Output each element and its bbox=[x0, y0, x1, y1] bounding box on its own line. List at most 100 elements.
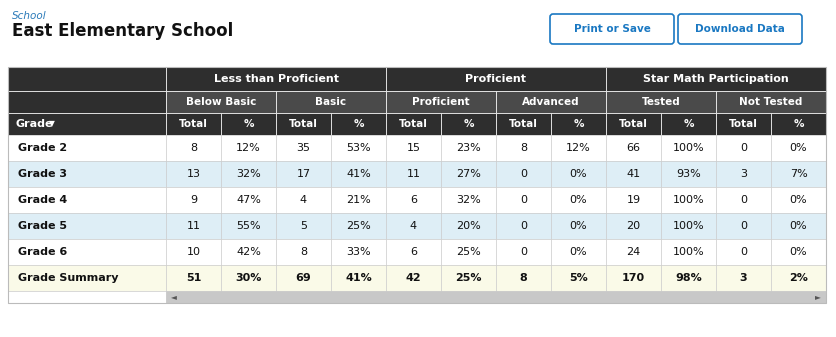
Bar bbox=[386, 113, 441, 135]
Text: 8: 8 bbox=[520, 273, 528, 283]
Bar bbox=[166, 265, 221, 291]
FancyBboxPatch shape bbox=[550, 14, 674, 44]
Bar bbox=[771, 113, 826, 135]
Text: 4: 4 bbox=[300, 195, 307, 205]
Bar bbox=[8, 67, 826, 303]
Bar bbox=[716, 187, 771, 213]
Bar bbox=[221, 113, 276, 135]
Bar bbox=[8, 239, 166, 265]
Bar bbox=[606, 135, 661, 161]
Bar bbox=[276, 135, 331, 161]
Text: %: % bbox=[354, 119, 364, 129]
Bar bbox=[606, 187, 661, 213]
Text: ◄: ◄ bbox=[171, 293, 177, 302]
Text: Grade 5: Grade 5 bbox=[18, 221, 67, 231]
Text: 23%: 23% bbox=[456, 143, 481, 153]
Bar bbox=[551, 265, 606, 291]
Text: Print or Save: Print or Save bbox=[573, 24, 650, 34]
Bar bbox=[441, 161, 496, 187]
Text: 66: 66 bbox=[626, 143, 640, 153]
Bar bbox=[661, 265, 716, 291]
Text: 11: 11 bbox=[186, 221, 201, 231]
Bar bbox=[386, 187, 441, 213]
Bar bbox=[771, 239, 826, 265]
Text: 100%: 100% bbox=[673, 221, 704, 231]
Text: 93%: 93% bbox=[676, 169, 701, 179]
Bar bbox=[716, 265, 771, 291]
Bar bbox=[331, 161, 386, 187]
Bar bbox=[661, 135, 716, 161]
Text: 0%: 0% bbox=[790, 195, 808, 205]
Bar bbox=[716, 135, 771, 161]
Bar bbox=[496, 187, 551, 213]
Text: 25%: 25% bbox=[346, 221, 371, 231]
Text: 42%: 42% bbox=[236, 247, 261, 257]
Bar bbox=[8, 113, 166, 135]
Bar bbox=[716, 113, 771, 135]
Text: 0%: 0% bbox=[790, 247, 808, 257]
Text: 41%: 41% bbox=[345, 273, 372, 283]
Bar bbox=[496, 213, 551, 239]
Bar bbox=[496, 113, 551, 135]
Text: 0%: 0% bbox=[569, 247, 588, 257]
Bar bbox=[496, 91, 606, 113]
Text: 100%: 100% bbox=[673, 247, 704, 257]
Text: 0: 0 bbox=[740, 195, 747, 205]
Text: 100%: 100% bbox=[673, 195, 704, 205]
Bar bbox=[386, 67, 606, 91]
Bar bbox=[166, 239, 221, 265]
Text: Total: Total bbox=[509, 119, 538, 129]
Text: 20%: 20% bbox=[456, 221, 481, 231]
Text: Grade 6: Grade 6 bbox=[18, 247, 67, 257]
Text: 2%: 2% bbox=[789, 273, 808, 283]
Text: %: % bbox=[683, 119, 694, 129]
Text: 7%: 7% bbox=[790, 169, 808, 179]
Bar bbox=[8, 135, 166, 161]
Text: 10: 10 bbox=[186, 247, 201, 257]
Bar bbox=[606, 213, 661, 239]
Bar bbox=[8, 161, 166, 187]
Bar bbox=[276, 91, 386, 113]
Bar bbox=[8, 187, 166, 213]
Text: 19: 19 bbox=[626, 195, 640, 205]
Bar bbox=[661, 239, 716, 265]
Bar bbox=[166, 113, 221, 135]
Text: ▼: ▼ bbox=[49, 120, 55, 128]
Bar bbox=[661, 113, 716, 135]
Text: Total: Total bbox=[729, 119, 758, 129]
Text: 20: 20 bbox=[626, 221, 640, 231]
Text: 100%: 100% bbox=[673, 143, 704, 153]
Text: 11: 11 bbox=[406, 169, 421, 179]
FancyBboxPatch shape bbox=[678, 14, 802, 44]
Bar bbox=[276, 265, 331, 291]
Text: 35: 35 bbox=[297, 143, 310, 153]
Bar bbox=[716, 91, 826, 113]
Bar bbox=[221, 135, 276, 161]
Text: %: % bbox=[573, 119, 584, 129]
Text: %: % bbox=[793, 119, 803, 129]
Text: 42: 42 bbox=[405, 273, 421, 283]
Bar bbox=[661, 187, 716, 213]
Bar bbox=[276, 239, 331, 265]
Text: 24: 24 bbox=[626, 247, 640, 257]
Text: Grade Summary: Grade Summary bbox=[18, 273, 119, 283]
Bar bbox=[276, 161, 331, 187]
Text: 17: 17 bbox=[297, 169, 310, 179]
Text: 98%: 98% bbox=[675, 273, 702, 283]
Bar bbox=[8, 291, 166, 303]
Bar bbox=[221, 187, 276, 213]
Text: 8: 8 bbox=[190, 143, 197, 153]
Text: 30%: 30% bbox=[235, 273, 262, 283]
Text: 4: 4 bbox=[410, 221, 417, 231]
Text: 3: 3 bbox=[740, 169, 747, 179]
Text: Grade 2: Grade 2 bbox=[18, 143, 67, 153]
Text: 32%: 32% bbox=[236, 169, 261, 179]
Text: Grade 4: Grade 4 bbox=[18, 195, 67, 205]
Bar bbox=[716, 239, 771, 265]
Text: Grade 3: Grade 3 bbox=[18, 169, 67, 179]
Bar bbox=[606, 239, 661, 265]
Bar bbox=[716, 161, 771, 187]
Bar bbox=[331, 213, 386, 239]
Text: 0%: 0% bbox=[569, 195, 588, 205]
Text: Total: Total bbox=[289, 119, 318, 129]
